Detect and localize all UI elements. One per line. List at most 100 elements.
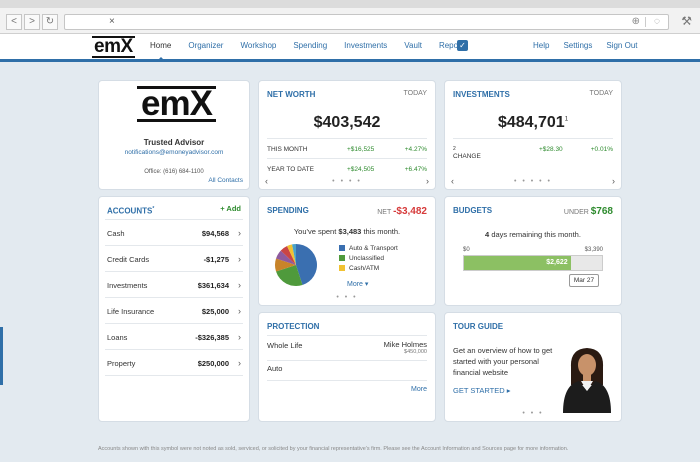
app-nav: emX Home Organizer Workshop Spending Inv… [0, 34, 700, 62]
chevron-right-icon: › [238, 254, 241, 264]
net-value: -$3,482 [393, 206, 427, 217]
next-arrow[interactable]: › [426, 176, 429, 186]
tour-guide-card[interactable]: TOUR GUIDE Get an overview of how to get… [444, 312, 622, 422]
budget-progress-bar[interactable]: $2,622 [463, 255, 603, 271]
investments-amount: $484,7011 [445, 114, 621, 132]
nav-help[interactable]: Help [533, 41, 550, 50]
budgets-card[interactable]: BUDGETS UNDER $768 4 days remaining this… [444, 196, 622, 306]
all-contacts-link[interactable]: All Contacts [208, 177, 243, 184]
account-row-loans[interactable]: Loans -$326,385 › [105, 323, 243, 349]
pager-dots[interactable]: • • • • • [513, 178, 553, 185]
nav-reports[interactable]: Reports [438, 41, 467, 50]
row-pct: +6.47% [404, 166, 427, 173]
advisor-email[interactable]: notifications@emoneyadvisor.com [124, 149, 224, 156]
tour-text: Get an overview of how to get started wi… [453, 346, 553, 377]
pie-slice[interactable] [292, 244, 296, 265]
change-pct: +0.01% [590, 146, 613, 153]
nav-settings[interactable]: Settings [563, 41, 593, 50]
nav-sign-out[interactable]: Sign Out [606, 41, 638, 50]
pager-dots[interactable]: • • • • [332, 178, 362, 185]
budget-date-marker: Mar 27 [569, 274, 599, 287]
pie-slice[interactable] [276, 265, 303, 286]
row-value: +$16,525 [347, 146, 375, 153]
account-value: $361,634 [197, 281, 229, 290]
net-label: NET [377, 209, 392, 216]
checkbox-icon[interactable]: ✓ [457, 40, 468, 51]
back-button[interactable]: < [6, 14, 22, 30]
spending-net: NET -$3,482 [377, 206, 427, 217]
spending-legend: Auto & Transport Unclassified Cash/ATM [339, 245, 398, 275]
accounts-footnote-mark: * [152, 206, 155, 212]
under-label: UNDER [563, 209, 589, 216]
account-row-credit-cards[interactable]: Credit Cards -$1,275 › [105, 245, 243, 271]
emx-logo[interactable]: emX [92, 36, 135, 58]
investments-card[interactable]: INVESTMENTS TODAY $484,7011 CHANGE 2 +$28… [444, 80, 622, 190]
protection-row-whole-life[interactable]: Whole Life Mike Holmes $450,000 [267, 339, 427, 361]
investments-title[interactable]: INVESTMENTS [453, 90, 510, 99]
spending-card[interactable]: SPENDING NET -$3,482 You've spent $3,483… [258, 196, 436, 306]
change-label-text: CHANGE [453, 153, 481, 160]
tour-guide-person-image [563, 348, 611, 413]
advisor-logo-text: em [141, 84, 191, 123]
protection-more-link[interactable]: More [411, 386, 427, 393]
legend-swatch [339, 245, 345, 252]
spending-more-link[interactable]: More ▾ [347, 281, 369, 288]
refresh-button[interactable]: ↻ [42, 14, 58, 30]
pie-slice[interactable] [287, 244, 296, 265]
add-account-button[interactable]: + Add [220, 204, 241, 213]
account-row-life-insurance[interactable]: Life Insurance $25,000 › [105, 297, 243, 323]
spending-summary: You've spent $3,483 this month. [259, 227, 435, 236]
pager-dots[interactable]: • • • [336, 294, 358, 301]
legend-label: Auto & Transport [349, 245, 398, 252]
close-icon[interactable]: × [109, 16, 115, 27]
prev-arrow[interactable]: ‹ [451, 176, 454, 186]
side-tab-marker[interactable] [0, 327, 3, 385]
nav-spending[interactable]: Spending [293, 41, 328, 50]
account-value: -$326,385 [195, 333, 229, 342]
net-worth-title[interactable]: NET WORTH [267, 90, 316, 99]
account-row-property[interactable]: Property $250,000 › [105, 349, 243, 375]
account-row-cash[interactable]: Cash $94,568 › [105, 219, 243, 245]
net-worth-row: THIS MONTH +$16,525 +4.27% [267, 138, 427, 158]
tools-icon[interactable]: ⚒ [681, 14, 692, 28]
summary-amount: $3,483 [338, 227, 362, 236]
tour-title[interactable]: TOUR GUIDE [453, 322, 504, 331]
pie-slice[interactable] [296, 244, 317, 285]
next-arrow[interactable]: › [612, 176, 615, 186]
net-worth-card[interactable]: NET WORTH TODAY $403,542 THIS MONTH +$16… [258, 80, 436, 190]
protection-row-auto[interactable]: Auto [267, 361, 427, 381]
account-row-investments[interactable]: Investments $361,634 › [105, 271, 243, 297]
account-name: Cash [107, 229, 125, 238]
pie-slice[interactable] [275, 258, 296, 272]
nav-investments[interactable]: Investments [344, 41, 388, 50]
nav-workshop[interactable]: Workshop [240, 41, 277, 50]
nav-home[interactable]: Home [150, 41, 172, 61]
spending-pie-chart[interactable] [274, 243, 318, 287]
budgets-title[interactable]: BUDGETS [453, 206, 493, 215]
page-icon[interactable]: ◌ [654, 16, 660, 27]
prev-arrow[interactable]: ‹ [265, 176, 268, 186]
protection-title[interactable]: PROTECTION [267, 322, 320, 331]
spending-title[interactable]: SPENDING [267, 206, 309, 215]
legend-item: Cash/ATM [339, 265, 398, 275]
accounts-title[interactable]: ACCOUNTS* [107, 206, 154, 216]
address-bar[interactable]: × ⊕ ◌ [64, 14, 669, 30]
nav-organizer[interactable]: Organizer [188, 41, 224, 50]
pager-dots[interactable]: • • • [522, 410, 544, 417]
divider [105, 375, 243, 376]
pie-slice[interactable] [280, 245, 296, 265]
divider [267, 335, 427, 336]
get-started-link[interactable]: GET STARTED ▸ [453, 386, 511, 395]
legend-swatch [339, 255, 345, 262]
pie-slice[interactable] [276, 250, 296, 265]
forward-button[interactable]: > [24, 14, 40, 30]
protection-card[interactable]: PROTECTION Whole Life Mike Holmes $450,0… [258, 312, 436, 422]
days-count: 4 [485, 230, 490, 239]
policy-name: Auto [267, 364, 283, 373]
legend-swatch [339, 265, 345, 272]
summary-prefix: You've spent [293, 227, 337, 236]
accounts-title-text: ACCOUNTS [107, 206, 153, 216]
globe-icon: ⊕ [631, 16, 640, 27]
account-name: Property [107, 359, 136, 368]
nav-vault[interactable]: Vault [404, 41, 422, 50]
